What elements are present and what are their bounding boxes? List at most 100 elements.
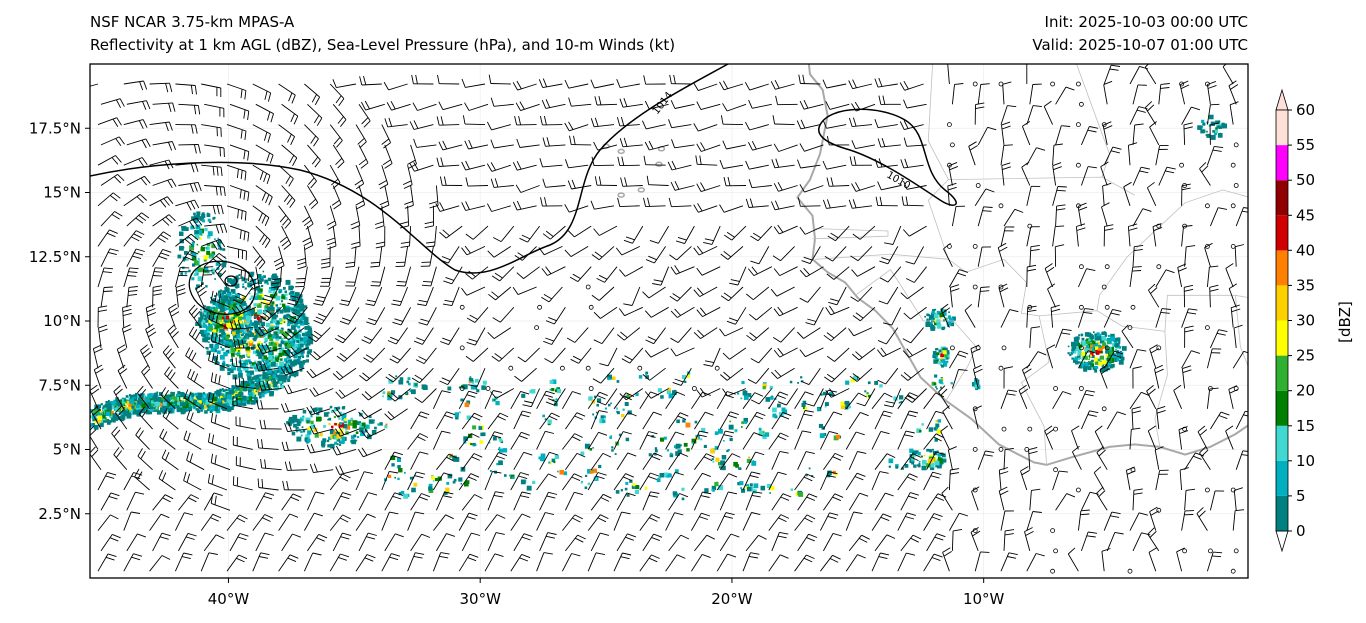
reflectivity-cell: [941, 357, 944, 361]
reflectivity-cell: [949, 317, 954, 323]
colorbar-tick-label: 5: [1296, 487, 1306, 505]
wind-barb: [1080, 166, 1097, 186]
calm-circle: [950, 142, 955, 148]
country-border: [948, 176, 1135, 196]
reflectivity-cell: [123, 406, 126, 410]
reflectivity-cell: [201, 212, 205, 216]
reflectivity-cell: [93, 424, 99, 430]
reflectivity-cell: [1105, 365, 1109, 370]
reflectivity-cell: [235, 392, 238, 395]
reflectivity-cell: [973, 381, 979, 386]
reflectivity-cell: [214, 238, 216, 240]
reflectivity-cell: [283, 321, 286, 323]
reflectivity-cell: [660, 437, 665, 442]
island: [617, 148, 625, 155]
wind-barb: [800, 367, 821, 386]
reflectivity-cell: [1101, 331, 1106, 335]
reflectivity-cell: [481, 432, 486, 437]
reflectivity-cell: [291, 431, 296, 436]
wind-barb: [745, 534, 767, 552]
wind-barb: [232, 396, 253, 410]
wind-barb: [823, 327, 847, 342]
wind-barb: [856, 388, 876, 407]
wind-barb: [768, 391, 789, 410]
wind-barb: [175, 284, 186, 308]
reflectivity-cell: [400, 490, 405, 495]
wind-barb: [877, 181, 901, 191]
wind-barb: [1123, 181, 1132, 206]
reflectivity-cell: [1092, 341, 1096, 345]
reflectivity-cell: [238, 392, 241, 394]
wind-barb: [488, 286, 512, 301]
reflectivity-cell: [592, 468, 597, 473]
wind-barb: [149, 82, 173, 93]
wind-barb: [255, 361, 279, 372]
reflectivity-cell: [297, 325, 301, 329]
reflectivity-cell: [282, 350, 287, 354]
reflectivity-cell: [224, 303, 227, 305]
reflectivity-cell: [299, 315, 305, 321]
wind-barb: [665, 391, 686, 410]
wind-barb: [897, 392, 918, 410]
wind-barb: [255, 225, 271, 248]
wind-barb: [797, 451, 815, 470]
reflectivity-cell: [596, 398, 602, 403]
wind-barb: [649, 225, 669, 244]
wind-barb: [874, 534, 896, 552]
reflectivity-cell: [268, 332, 271, 336]
reflectivity-cell: [295, 426, 299, 430]
reflectivity-cell: [214, 406, 217, 408]
reflectivity-cell: [166, 403, 170, 407]
map-title-fields: Reflectivity at 1 km AGL (dBZ), Sea-Leve…: [90, 36, 676, 54]
reflectivity-cell: [1094, 357, 1099, 362]
wind-barb: [590, 410, 608, 430]
reflectivity-cell: [948, 311, 950, 314]
reflectivity-cell: [496, 462, 499, 466]
wind-barb: [543, 327, 563, 345]
reflectivity-cell: [703, 444, 707, 448]
wind-barb: [384, 451, 404, 470]
reflectivity-cell: [165, 396, 170, 401]
wind-barb: [943, 242, 953, 267]
reflectivity-cell: [206, 347, 209, 350]
reflectivity-cell: [388, 379, 393, 384]
reflectivity-cell: [1110, 333, 1115, 339]
reflectivity-cell: [280, 383, 283, 386]
reflectivity-cell: [216, 334, 219, 337]
wind-barb: [1077, 268, 1096, 288]
reflectivity-cell: [1084, 348, 1090, 353]
wind-barb: [747, 367, 770, 384]
reflectivity-cell: [192, 399, 196, 403]
reflectivity-cell: [921, 460, 927, 465]
reflectivity-cell: [614, 453, 617, 455]
reflectivity-cell: [300, 430, 303, 433]
reflectivity-cell: [206, 330, 210, 334]
reflectivity-cell: [610, 435, 613, 437]
reflectivity-cell: [217, 240, 222, 244]
reflectivity-cell: [192, 393, 196, 397]
reflectivity-cell: [182, 402, 186, 406]
reflectivity-cell: [252, 362, 256, 366]
reflectivity-cell: [220, 397, 224, 401]
reflectivity-cell: [283, 286, 286, 290]
reflectivity-cell: [193, 260, 199, 266]
reflectivity-cell: [221, 403, 227, 409]
reflectivity-cell: [1078, 361, 1081, 364]
reflectivity-cell: [275, 324, 280, 328]
wind-barb: [750, 347, 773, 364]
reflectivity-cell: [272, 319, 277, 324]
reflectivity-cell: [672, 390, 677, 395]
wind-barb: [772, 115, 795, 126]
wind-barb: [100, 286, 114, 308]
reflectivity-cell: [520, 479, 526, 485]
wind-barb: [1144, 101, 1157, 125]
reflectivity-cell: [159, 399, 163, 403]
wind-barb: [621, 347, 644, 364]
reflectivity-cell: [319, 432, 323, 437]
calm-circle: [1233, 548, 1239, 554]
reflectivity-cell: [704, 488, 709, 493]
wind-barb: [210, 372, 231, 389]
reflectivity-cell: [257, 343, 260, 347]
reflectivity-cell: [359, 427, 364, 432]
